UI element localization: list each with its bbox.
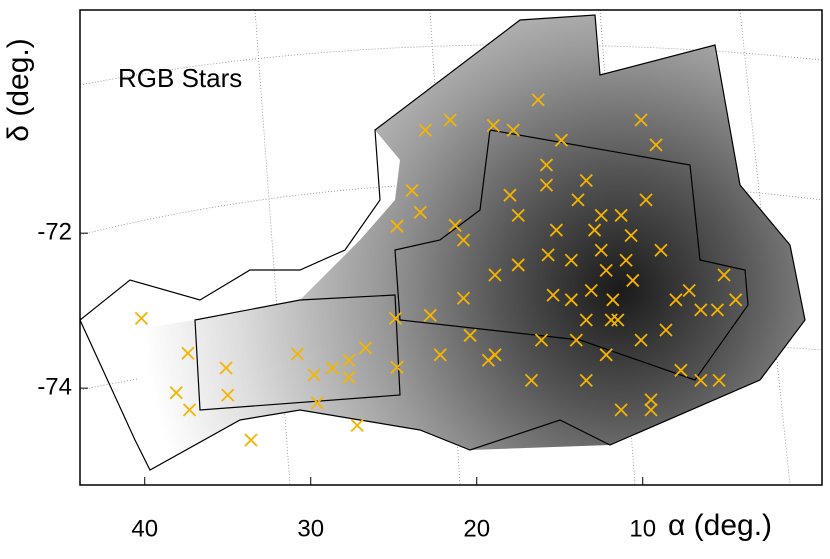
star-marker — [604, 313, 618, 327]
star-marker — [443, 113, 457, 127]
star-marker — [614, 403, 628, 417]
star-marker — [244, 433, 258, 447]
star-marker — [606, 293, 620, 307]
star-marker — [511, 258, 525, 272]
star-marker — [456, 233, 471, 247]
x-axis-title: α (deg.) — [668, 509, 772, 542]
star-marker — [418, 123, 432, 137]
star-marker — [350, 418, 364, 432]
star-marker — [624, 228, 638, 243]
star-marker — [358, 341, 373, 355]
star-marker — [682, 283, 696, 298]
y-tick-label: -72 — [37, 219, 72, 246]
star-marker — [219, 361, 233, 375]
star-marker — [413, 205, 427, 219]
star-marker — [669, 293, 683, 307]
star-marker — [644, 403, 658, 417]
star-marker — [599, 348, 613, 362]
star-marker — [549, 223, 564, 237]
star-marker — [634, 113, 648, 127]
star-marker — [587, 223, 602, 237]
star-marker — [594, 208, 608, 222]
plot-frame — [79, 9, 823, 486]
star-marker — [717, 268, 731, 282]
star-marker — [481, 353, 495, 367]
star-marker — [169, 386, 183, 400]
star-marker — [503, 188, 517, 202]
star-marker — [390, 219, 404, 233]
star-marker — [729, 293, 743, 307]
x-tick-label: 10 — [629, 515, 656, 542]
survey-outline — [79, 14, 806, 471]
star-marker — [579, 313, 593, 327]
star-marker — [506, 123, 520, 137]
star-marker — [584, 283, 598, 298]
star-marker — [307, 368, 321, 382]
star-marker — [649, 138, 663, 152]
star-marker — [694, 303, 708, 317]
star-marker — [614, 208, 628, 222]
star-marker — [579, 173, 593, 188]
star-marker — [611, 313, 625, 327]
star-marker — [181, 346, 195, 360]
star-marker — [405, 183, 419, 198]
star-marker — [619, 253, 633, 267]
x-tick-label: 20 — [463, 515, 490, 542]
star-marker — [564, 253, 578, 267]
star-marker — [654, 243, 668, 257]
star-marker — [564, 293, 578, 307]
x-tick-label: 40 — [131, 515, 158, 542]
annotation: RGB Stars — [118, 63, 242, 93]
star-marker — [579, 373, 593, 388]
star-marker — [134, 311, 149, 326]
star-marker — [221, 388, 235, 402]
star-marker — [712, 373, 726, 388]
star-marker — [488, 268, 502, 282]
star-marker — [594, 243, 608, 257]
star-marker — [524, 373, 539, 388]
star-marker — [639, 193, 653, 207]
star-marker — [710, 303, 725, 317]
star-marker — [694, 373, 708, 388]
star-marker — [433, 348, 447, 362]
star-marker — [534, 333, 549, 347]
star-marker — [546, 288, 560, 302]
star-marker — [539, 178, 554, 192]
star-marker — [569, 333, 583, 347]
y-axis-title: δ (deg.) — [2, 38, 35, 141]
star-marker — [456, 291, 471, 305]
star-marker — [388, 311, 403, 326]
star-marker — [325, 361, 339, 375]
y-tick-label: -74 — [37, 373, 72, 400]
star-marker — [390, 360, 404, 374]
star-marker — [423, 308, 437, 322]
star-marker — [644, 393, 658, 407]
star-marker — [486, 118, 500, 133]
star-marker — [599, 263, 613, 277]
star-marker — [448, 218, 462, 233]
star-marker — [342, 370, 356, 384]
x-tick-label: 30 — [297, 515, 324, 542]
star-marker — [554, 133, 569, 147]
star-marker — [634, 333, 648, 347]
star-marker — [571, 193, 585, 207]
star-marker — [626, 273, 640, 288]
star-marker — [342, 353, 356, 367]
star-marker — [541, 248, 555, 262]
star-marker — [511, 208, 525, 222]
star-marker — [182, 403, 197, 417]
star-marker — [531, 93, 545, 107]
star-marker — [463, 328, 477, 343]
star-marker — [539, 158, 554, 172]
star-marker — [290, 347, 305, 361]
star-marker — [659, 323, 673, 337]
star-marker — [674, 363, 688, 377]
star-marker — [310, 396, 325, 410]
